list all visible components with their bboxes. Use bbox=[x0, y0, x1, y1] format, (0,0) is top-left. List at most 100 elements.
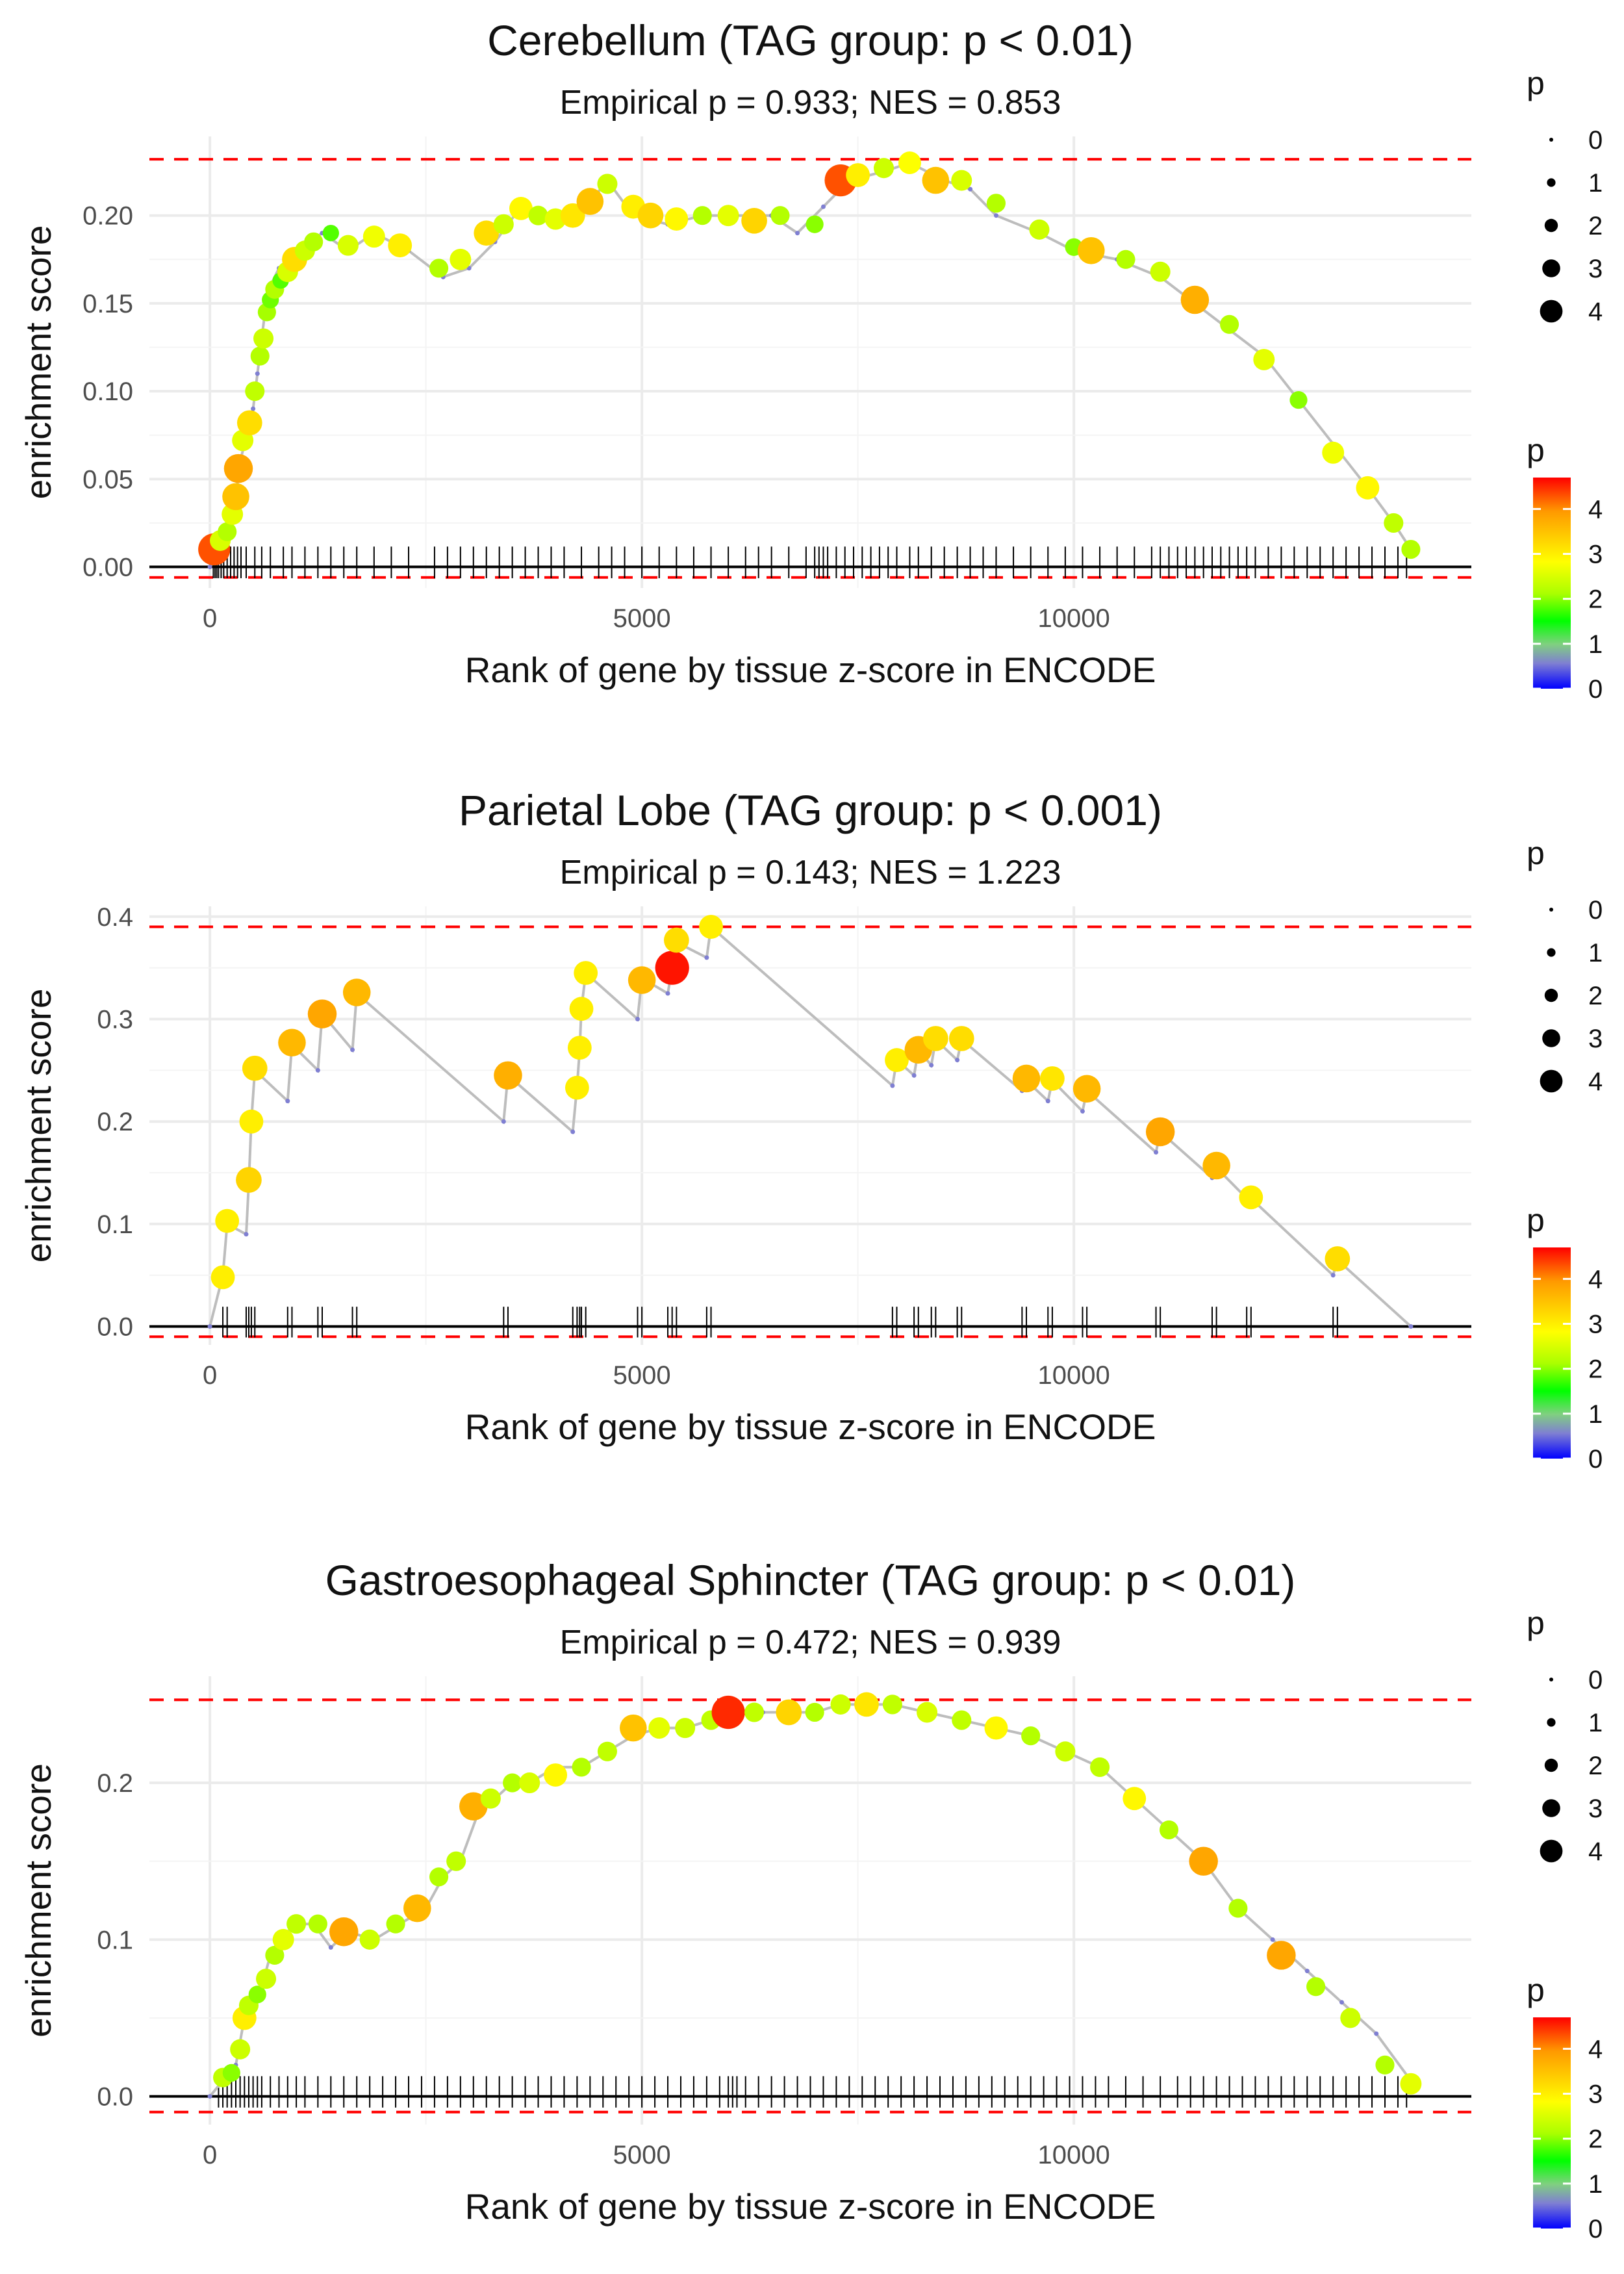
size-legend-label: 2 bbox=[1588, 982, 1603, 1010]
data-point bbox=[286, 1914, 307, 1934]
y-tick-label: 0.0 bbox=[97, 1313, 133, 1342]
knot-point bbox=[466, 266, 472, 271]
data-point bbox=[223, 454, 253, 483]
data-point bbox=[576, 188, 604, 215]
color-legend: p 4 3 2 1 0 bbox=[1527, 1972, 1603, 2243]
color-bar bbox=[1533, 478, 1571, 689]
data-point bbox=[620, 1714, 647, 1742]
data-point bbox=[256, 1969, 277, 1989]
color-legend-label: 3 bbox=[1588, 541, 1603, 569]
data-point bbox=[1145, 1117, 1175, 1147]
data-point bbox=[1400, 2073, 1422, 2095]
data-point bbox=[304, 232, 324, 251]
y-tick-label: 0.00 bbox=[82, 554, 133, 582]
size-legend-key bbox=[1540, 1069, 1563, 1093]
knot-point bbox=[704, 955, 709, 960]
size-legend-label: 0 bbox=[1588, 1666, 1603, 1694]
color-bar bbox=[1533, 1247, 1571, 1459]
data-point bbox=[922, 1026, 948, 1051]
chart-subtitle: Empirical p = 0.472; NES = 0.939 bbox=[560, 1624, 1061, 1661]
data-point bbox=[230, 2039, 251, 2060]
y-tick-label: 0.05 bbox=[82, 465, 133, 494]
data-point bbox=[429, 259, 449, 278]
knot-point bbox=[1374, 2031, 1379, 2036]
data-point bbox=[359, 1929, 380, 1950]
data-point bbox=[717, 205, 739, 227]
color-legend-title: p bbox=[1527, 1202, 1545, 1238]
data-point bbox=[1077, 236, 1105, 264]
data-point bbox=[362, 225, 385, 248]
data-point bbox=[544, 1763, 568, 1787]
y-axis-title: enrichment score bbox=[18, 1763, 58, 2038]
size-legend-label: 3 bbox=[1588, 1025, 1603, 1053]
data-point bbox=[574, 961, 598, 985]
size-legend-label: 1 bbox=[1588, 939, 1603, 967]
knot-point bbox=[207, 2094, 212, 2099]
data-point bbox=[1239, 1185, 1263, 1210]
chart-subtitle: Empirical p = 0.933; NES = 0.853 bbox=[560, 84, 1061, 121]
color-legend: p 4 3 2 1 0 bbox=[1527, 432, 1603, 704]
enrichment-line bbox=[209, 1703, 1412, 2097]
color-legend-title: p bbox=[1527, 1972, 1545, 2008]
data-point bbox=[337, 235, 359, 256]
data-points bbox=[213, 1692, 1422, 2095]
data-point bbox=[569, 997, 594, 1021]
size-legend-label: 2 bbox=[1588, 212, 1603, 240]
data-point bbox=[1189, 1846, 1218, 1876]
color-legend-label: 3 bbox=[1588, 2080, 1603, 2109]
size-legend-key bbox=[1547, 948, 1556, 957]
knot-point bbox=[665, 991, 670, 996]
size-legend-title: p bbox=[1527, 1605, 1545, 1641]
data-point bbox=[1123, 1787, 1147, 1811]
x-tick-label: 5000 bbox=[613, 2141, 671, 2169]
knot-point bbox=[501, 1119, 506, 1124]
size-legend-label: 4 bbox=[1588, 1067, 1603, 1096]
size-legend-key bbox=[1540, 300, 1563, 323]
data-point bbox=[450, 248, 472, 270]
color-legend-label: 2 bbox=[1588, 2125, 1603, 2154]
y-tick-label: 0.15 bbox=[82, 290, 133, 318]
data-point bbox=[386, 1914, 405, 1934]
size-legend-key bbox=[1549, 138, 1553, 142]
data-point bbox=[665, 207, 689, 231]
knot-point bbox=[255, 371, 260, 376]
knot-point bbox=[1304, 1969, 1310, 1974]
size-legend-key bbox=[1544, 218, 1558, 233]
x-tick-label: 0 bbox=[203, 2141, 217, 2169]
knot-point bbox=[1330, 1273, 1336, 1278]
y-tick-label: 0.10 bbox=[82, 377, 133, 406]
data-point bbox=[572, 1757, 591, 1777]
data-point bbox=[459, 1792, 488, 1821]
data-points bbox=[210, 915, 1351, 1290]
data-point bbox=[253, 328, 274, 349]
color-bar bbox=[1533, 2017, 1571, 2229]
data-point bbox=[308, 1914, 327, 1934]
size-legend-label: 2 bbox=[1588, 1752, 1603, 1780]
grid bbox=[149, 1676, 1471, 2125]
data-point bbox=[1253, 348, 1275, 370]
data-point bbox=[830, 1694, 851, 1715]
data-point bbox=[770, 206, 790, 225]
knot-point bbox=[1339, 2000, 1344, 2005]
size-legend-key bbox=[1542, 259, 1560, 277]
chart-panel-2: Parietal Lobe (TAG group: p < 0.001) Empi… bbox=[18, 786, 1603, 1474]
y-tick-label: 0.4 bbox=[97, 903, 133, 932]
color-legend-label: 2 bbox=[1588, 585, 1603, 614]
chart-panel-3: Gastroesophageal Sphincter (TAG group: p… bbox=[18, 1556, 1603, 2243]
data-point bbox=[239, 1109, 264, 1134]
color-legend: p 4 3 2 1 0 bbox=[1527, 1202, 1603, 1474]
data-point bbox=[1267, 1941, 1296, 1970]
size-legend-label: 4 bbox=[1588, 298, 1603, 326]
data-point bbox=[1220, 314, 1239, 334]
data-point bbox=[403, 1894, 431, 1923]
size-legend-key bbox=[1549, 1678, 1553, 1681]
data-point bbox=[329, 1917, 359, 1947]
size-legend-label: 1 bbox=[1588, 1709, 1603, 1737]
data-point bbox=[663, 927, 689, 953]
chart-subtitle: Empirical p = 0.143; NES = 1.223 bbox=[560, 854, 1061, 891]
data-point bbox=[560, 203, 585, 228]
data-point bbox=[1021, 1726, 1041, 1746]
data-point bbox=[1228, 1898, 1248, 1918]
data-point bbox=[1356, 476, 1380, 500]
size-legend-key bbox=[1544, 988, 1558, 1003]
